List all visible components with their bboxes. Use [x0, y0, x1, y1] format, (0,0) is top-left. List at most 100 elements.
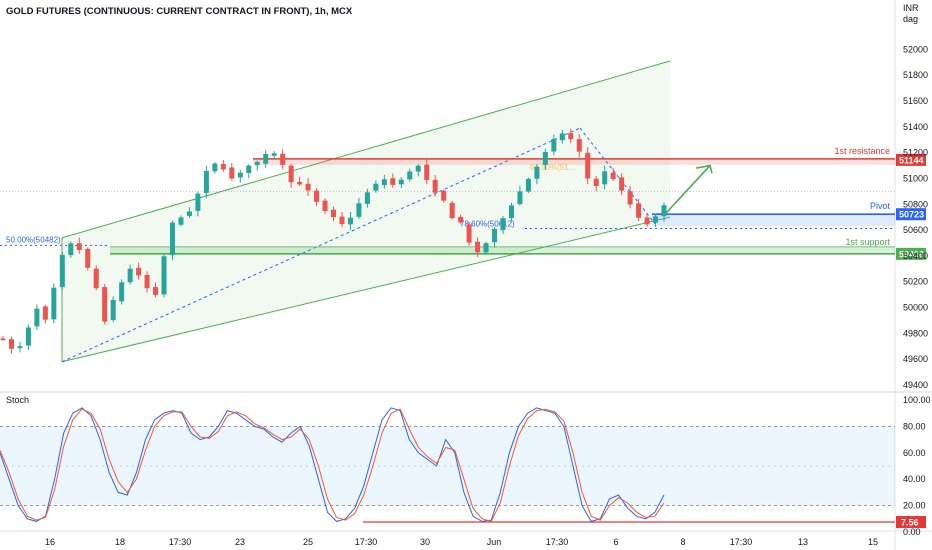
candle [381, 175, 387, 189]
channel-fill [62, 60, 670, 362]
candle [17, 341, 23, 353]
candle-body [492, 228, 498, 243]
candle [534, 164, 540, 185]
stoch-band [0, 426, 895, 506]
candle-body [415, 165, 421, 172]
price-axis-tick: 52000 [903, 44, 928, 54]
candle [136, 262, 142, 280]
candle-body [432, 179, 438, 193]
candle-body [610, 172, 616, 180]
time-axis-tick: 17:30 [355, 537, 378, 547]
price-pane: 50.00%(50482) 78.60%(50612) 61.80%(51... 1s… [0, 60, 926, 363]
candle-body [373, 183, 379, 191]
price-axis-tick: 50400 [903, 251, 928, 261]
candle-body [661, 205, 667, 217]
candle-body [305, 183, 311, 191]
candle-body [212, 163, 218, 172]
candle [85, 247, 91, 271]
candle-body [51, 287, 57, 320]
time-axis-tick: 8 [680, 537, 685, 547]
candle [331, 206, 336, 222]
price-axis-tick: 49600 [903, 354, 928, 364]
candle [203, 165, 209, 199]
candle-body [585, 152, 591, 179]
stoch-axis-tick: 80.00 [903, 421, 926, 431]
candle-body [441, 190, 447, 201]
stoch-k-line [0, 407, 665, 522]
price-level-tag-bg [896, 208, 926, 221]
candle-body [466, 224, 472, 243]
price-level-tag-text: 50416 [899, 249, 924, 259]
stoch-axis-tick: 40.00 [903, 474, 926, 484]
candle-body [475, 241, 481, 253]
candle [127, 264, 133, 285]
candle-body [76, 243, 82, 250]
currency-label: INR [903, 3, 919, 13]
time-axis-tick: 17:30 [546, 537, 569, 547]
time-axis-tick: 17:30 [169, 537, 192, 547]
fib-trend-line [61, 127, 581, 363]
stoch-value-tag-bg [896, 516, 926, 529]
candle [398, 177, 404, 188]
projection-arrow-head [695, 164, 713, 174]
candle [271, 151, 277, 160]
candle-body [602, 171, 608, 185]
candle-body [229, 167, 235, 179]
time-axis-tick: 15 [868, 537, 878, 547]
support-zone [110, 246, 895, 254]
candle-body [542, 151, 548, 165]
time-axis-tick: 30 [420, 537, 430, 547]
candle [644, 213, 650, 227]
candle-body [127, 268, 133, 283]
candle [483, 241, 489, 255]
price-axis-tick: 51800 [903, 70, 928, 80]
candle [288, 163, 294, 188]
candle [25, 324, 31, 350]
candle [407, 168, 413, 182]
stoch-title: Stoch [6, 395, 29, 405]
candle [364, 188, 370, 208]
candle-body [314, 190, 320, 202]
candle [449, 201, 455, 220]
candle [34, 304, 40, 330]
candle [212, 162, 218, 174]
candle [576, 134, 582, 158]
candle [263, 150, 269, 169]
price-axis-tick: 51400 [903, 122, 928, 132]
price-axis-tick: 50000 [903, 303, 928, 313]
pivot-label: Pivot [870, 201, 891, 211]
resistance-label: 1st resistance [834, 146, 890, 156]
stoch-axis-tick: 60.00 [903, 448, 926, 458]
candle [322, 198, 328, 215]
time-axis-tick: 25 [303, 537, 313, 547]
support-label: 1st support [845, 237, 890, 247]
candle-body [619, 177, 625, 191]
price-level-tag-bg [896, 153, 926, 166]
candle [610, 167, 616, 181]
candle [51, 283, 57, 324]
candle-body [525, 178, 531, 192]
candle-body [17, 346, 23, 349]
stoch-pane: 7.56 [0, 407, 926, 529]
candle-body [390, 178, 396, 185]
price-level-tag: 51144 [896, 153, 926, 166]
candle [246, 164, 252, 179]
candle [169, 220, 175, 261]
candle [356, 197, 362, 220]
candle-body [500, 218, 506, 231]
candle [627, 186, 633, 209]
candle [559, 129, 565, 144]
candle-body [110, 299, 116, 321]
candle-body [280, 153, 286, 165]
price-axis-tick: 50200 [903, 277, 928, 287]
candle-body [288, 165, 294, 183]
axes: 52000 51800 51600 51400 51200 51000 50800 50600… [45, 44, 931, 547]
candle-body [93, 268, 99, 289]
projection-arrow-line [664, 165, 711, 215]
candle [568, 128, 574, 144]
candle-body [0, 338, 6, 341]
price-axis-tick: 49800 [903, 328, 928, 338]
candle [653, 213, 659, 227]
candle [186, 207, 192, 218]
